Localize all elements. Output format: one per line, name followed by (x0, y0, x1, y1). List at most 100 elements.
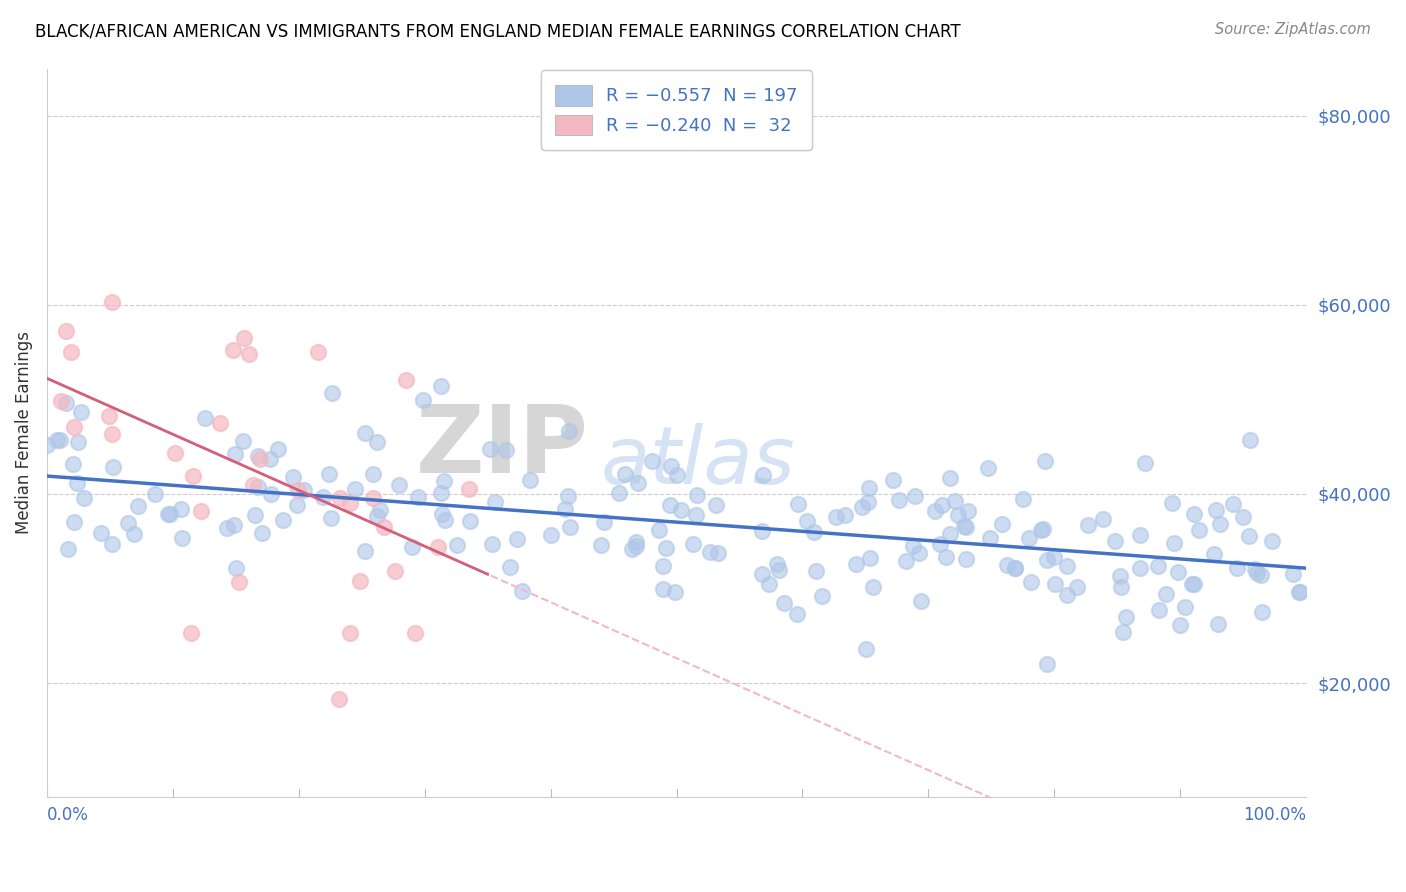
Point (558, 520, 581, 534)
Point (101, 460, 124, 475)
Point (652, 559, 675, 574)
Point (228, 574, 250, 589)
Point (621, 542, 644, 557)
Point (1032, 522, 1054, 536)
Point (1237, 529, 1260, 543)
Point (589, 538, 612, 552)
Point (685, 508, 707, 522)
Point (353, 544, 375, 558)
Point (250, 525, 273, 540)
Point (361, 491, 384, 505)
Point (232, 434, 254, 448)
Point (384, 564, 406, 578)
Point (328, 692, 350, 706)
Point (924, 503, 946, 517)
Point (366, 509, 388, 524)
Legend: R = −0.557  N = 197, R = −0.240  N =  32: R = −0.557 N = 197, R = −0.240 N = 32 (541, 70, 813, 150)
Point (1288, 584, 1310, 599)
Point (101, 537, 124, 551)
Point (995, 558, 1018, 573)
Point (1147, 558, 1170, 573)
Point (406, 490, 429, 504)
Point (955, 520, 977, 534)
Point (955, 552, 977, 566)
Point (311, 490, 333, 504)
Point (910, 593, 932, 607)
Point (404, 625, 426, 640)
Point (238, 347, 260, 361)
Point (939, 471, 962, 485)
Point (699, 545, 721, 559)
Point (665, 467, 688, 482)
Point (1232, 509, 1254, 524)
Point (1174, 600, 1197, 615)
Point (1129, 561, 1152, 575)
Point (624, 540, 647, 554)
Point (1202, 547, 1225, 561)
Point (458, 482, 481, 496)
Point (430, 379, 453, 393)
Point (1182, 507, 1205, 521)
Point (124, 527, 146, 541)
Point (1226, 560, 1249, 574)
Point (49, 394, 72, 409)
Point (652, 582, 675, 597)
Point (366, 435, 388, 450)
Point (682, 537, 704, 551)
Point (221, 343, 243, 357)
Point (977, 461, 1000, 475)
Point (434, 513, 457, 527)
Point (260, 487, 283, 501)
Point (69, 405, 91, 419)
Point (1033, 453, 1056, 467)
Point (935, 550, 957, 565)
Point (1160, 496, 1182, 510)
Point (1246, 566, 1268, 580)
Point (554, 502, 576, 516)
Point (626, 534, 648, 549)
Point (55, 324, 77, 338)
Point (659, 459, 682, 474)
Point (433, 474, 456, 488)
Point (62, 458, 84, 472)
Point (194, 411, 217, 425)
Point (283, 469, 305, 483)
Point (63, 419, 86, 434)
Point (786, 607, 808, 621)
Point (956, 504, 979, 518)
Point (1239, 433, 1261, 447)
Point (1066, 580, 1088, 594)
Text: atlas: atlas (600, 423, 796, 500)
Point (349, 574, 371, 588)
Point (751, 567, 773, 582)
Point (1018, 531, 1040, 545)
Point (810, 589, 832, 603)
Point (159, 507, 181, 521)
Point (664, 585, 686, 599)
Point (1042, 549, 1064, 564)
Point (498, 559, 520, 574)
Point (208, 416, 231, 430)
Point (894, 554, 917, 568)
Point (63, 516, 86, 530)
Point (1076, 517, 1098, 532)
Point (319, 510, 342, 524)
Point (117, 516, 139, 530)
Point (481, 537, 503, 551)
Point (938, 527, 960, 541)
Point (845, 558, 868, 572)
Point (233, 331, 256, 345)
Point (858, 481, 880, 495)
Point (1036, 552, 1059, 566)
Point (35, 438, 58, 452)
Point (614, 467, 637, 481)
Point (851, 500, 873, 514)
Point (1170, 618, 1192, 632)
Point (1180, 577, 1202, 591)
Point (1206, 616, 1229, 631)
Point (889, 493, 911, 508)
Point (56, 542, 79, 557)
Point (862, 580, 884, 594)
Point (353, 426, 375, 441)
Point (46, 433, 69, 447)
